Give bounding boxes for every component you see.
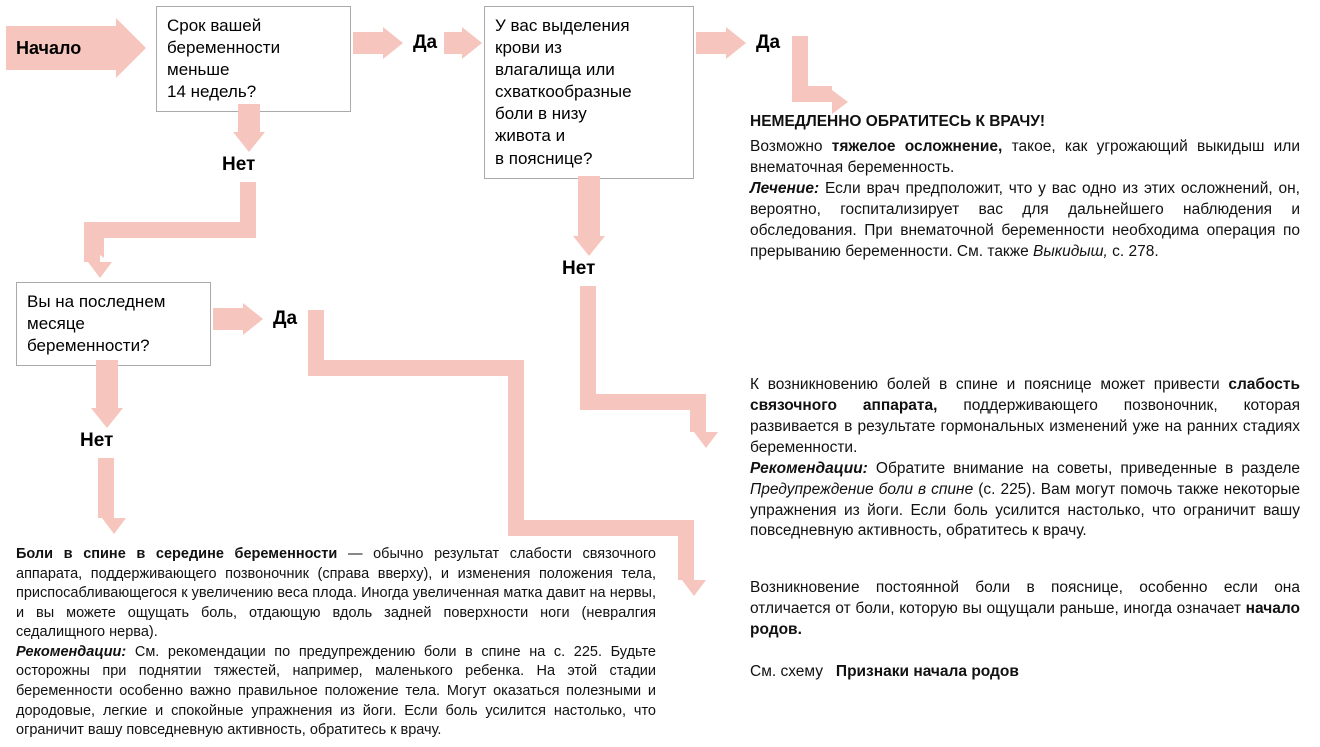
arrow-q2-no-seg (578, 176, 600, 236)
question-1: Срок вашей беременности меньше 14 недель… (156, 6, 351, 112)
answer-labor-body: Возникновение постоянной боли в пояснице… (750, 578, 1300, 683)
arrow-q1-no-seg (238, 104, 260, 132)
arrow-q2-yes-head1 (726, 27, 746, 59)
label-yes-2: Да (756, 32, 780, 54)
answer-midpreg-body: Боли в спине в середине беременности — о… (16, 545, 656, 741)
arrow-q3-yes-seg1 (213, 308, 243, 330)
arrow-q2-no-head (573, 236, 605, 256)
label-no-2: Нет (562, 258, 595, 280)
label-no-1: Нет (222, 154, 255, 176)
answer-midpreg: Боли в спине в середине беременности — о… (16, 545, 656, 741)
arrow-q1-yes-head2 (462, 27, 482, 59)
start-node: Начало (6, 18, 146, 78)
arrow-q1-no-head (233, 132, 265, 152)
arrow-q3-yes-head1 (243, 303, 263, 335)
answer-urgent-body: Возможно тяжелое осложнение, такое, как … (750, 137, 1300, 263)
question-1-text: Срок вашей беременности меньше 14 недель… (167, 16, 280, 101)
answer-urgent: НЕМЕДЛЕННО ОБРАТИТЕСЬ К ВРАЧУ! Возможно … (750, 112, 1300, 262)
arrow-q3-no-seg (96, 360, 118, 408)
label-yes-3: Да (273, 308, 297, 330)
answer-labor: Возникновение постоянной боли в пояснице… (750, 578, 1300, 683)
arrow-q1-yes-seg2 (444, 32, 462, 54)
question-3: Вы на последнем месяце беремен­ности? (16, 282, 211, 366)
question-2-text: У вас выделения крови из влагалища или с… (495, 16, 632, 168)
label-no-3: Нет (80, 430, 113, 452)
arrow-q1-yes-seg1 (353, 32, 383, 54)
question-3-text: Вы на последнем месяце беремен­ности? (27, 292, 165, 355)
arrow-q2-yes-seg1 (696, 32, 726, 54)
start-label: Начало (16, 38, 81, 59)
label-yes-1: Да (413, 32, 437, 54)
arrow-q1-yes-head1 (383, 27, 403, 59)
arrow-q3-no-head (91, 408, 123, 428)
answer-ligaments: К возникновению болей в спине и пояснице… (750, 375, 1300, 542)
question-2: У вас выделения крови из влагалища или с… (484, 6, 694, 179)
answer-ligaments-body: К возникновению болей в спине и пояснице… (750, 375, 1300, 542)
answer-urgent-title: НЕМЕДЛЕННО ОБРАТИТЕСЬ К ВРАЧУ! (750, 112, 1300, 133)
